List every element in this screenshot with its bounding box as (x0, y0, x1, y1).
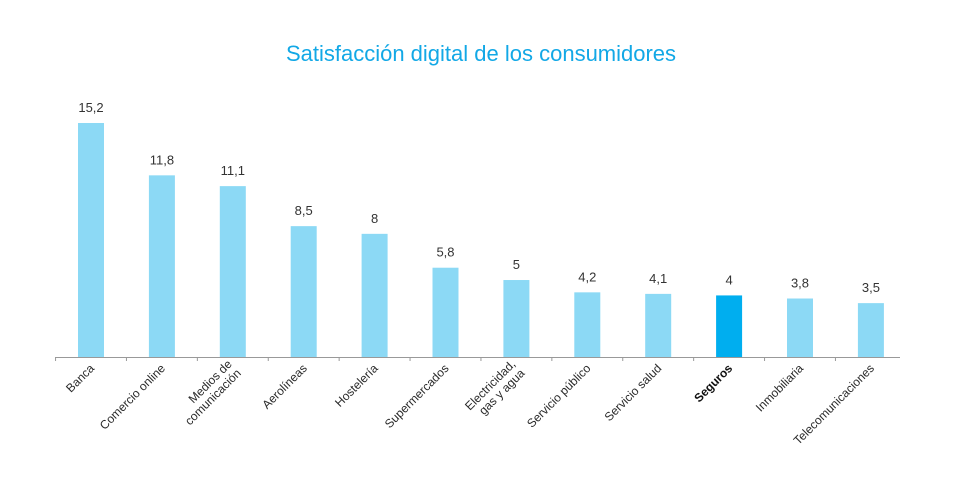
chart-title: Satisfacción digital de los consumidores (286, 41, 676, 66)
category-label-line: Telecomunicaciones (791, 361, 877, 447)
bar (361, 233, 388, 357)
category-label: Comercio online (97, 361, 168, 432)
bars-group (78, 123, 884, 357)
bar (574, 292, 601, 357)
value-label: 15,2 (78, 100, 103, 115)
category-label: Servicio público (524, 361, 594, 431)
category-label-line: Banca (63, 361, 97, 395)
category-label: Hostelería (332, 361, 381, 410)
category-label-line: Supermercados (382, 361, 452, 431)
category-label: Seguros (691, 361, 735, 405)
value-label: 11,8 (150, 152, 174, 167)
bar (78, 123, 104, 357)
value-labels-group: 15,2 11,8 11,1 8,5 8 5,8 5 4,2 4,1 4 3,8 3,5 (78, 100, 880, 295)
bar (432, 267, 459, 357)
bar-highlighted (716, 295, 743, 357)
category-label: Servicio salud (602, 361, 665, 424)
bar (219, 186, 246, 357)
value-label: 4 (725, 272, 732, 287)
value-label: 4,2 (578, 269, 596, 284)
value-label: 8,5 (295, 203, 313, 218)
category-label: Inmobiliaria (753, 361, 807, 415)
category-label-line: Aerolíneas (259, 361, 309, 411)
bar (787, 298, 813, 357)
bar (645, 293, 672, 357)
x-axis (55, 357, 900, 361)
category-label-line: Seguros (691, 361, 735, 405)
category-label-line: Comercio online (97, 361, 168, 432)
value-label: 8 (371, 211, 378, 226)
bar (503, 280, 530, 357)
category-label-line: Hostelería (332, 361, 381, 410)
category-label: Aerolíneas (259, 361, 309, 411)
value-label: 5 (513, 257, 520, 272)
value-label: 3,8 (791, 276, 809, 291)
category-label: Medios decomunicación (173, 357, 244, 428)
category-label: Electricidad,gas y agua (462, 357, 528, 423)
bar (857, 303, 884, 357)
category-label-line: Servicio salud (602, 361, 665, 424)
category-labels-group: Banca Comercio online Medios decomunicació… (63, 357, 877, 448)
category-label-line: Inmobiliaria (753, 361, 807, 415)
bar (148, 175, 175, 357)
value-label: 4,1 (649, 271, 667, 286)
bar (290, 226, 317, 357)
value-label: 11,1 (221, 163, 245, 178)
value-label: 5,8 (436, 245, 454, 260)
category-label: Supermercados (382, 361, 452, 431)
category-label: Banca (63, 361, 97, 395)
category-label: Telecomunicaciones (791, 361, 877, 447)
category-label-line: Servicio público (524, 361, 594, 431)
value-label: 3,5 (862, 280, 880, 295)
